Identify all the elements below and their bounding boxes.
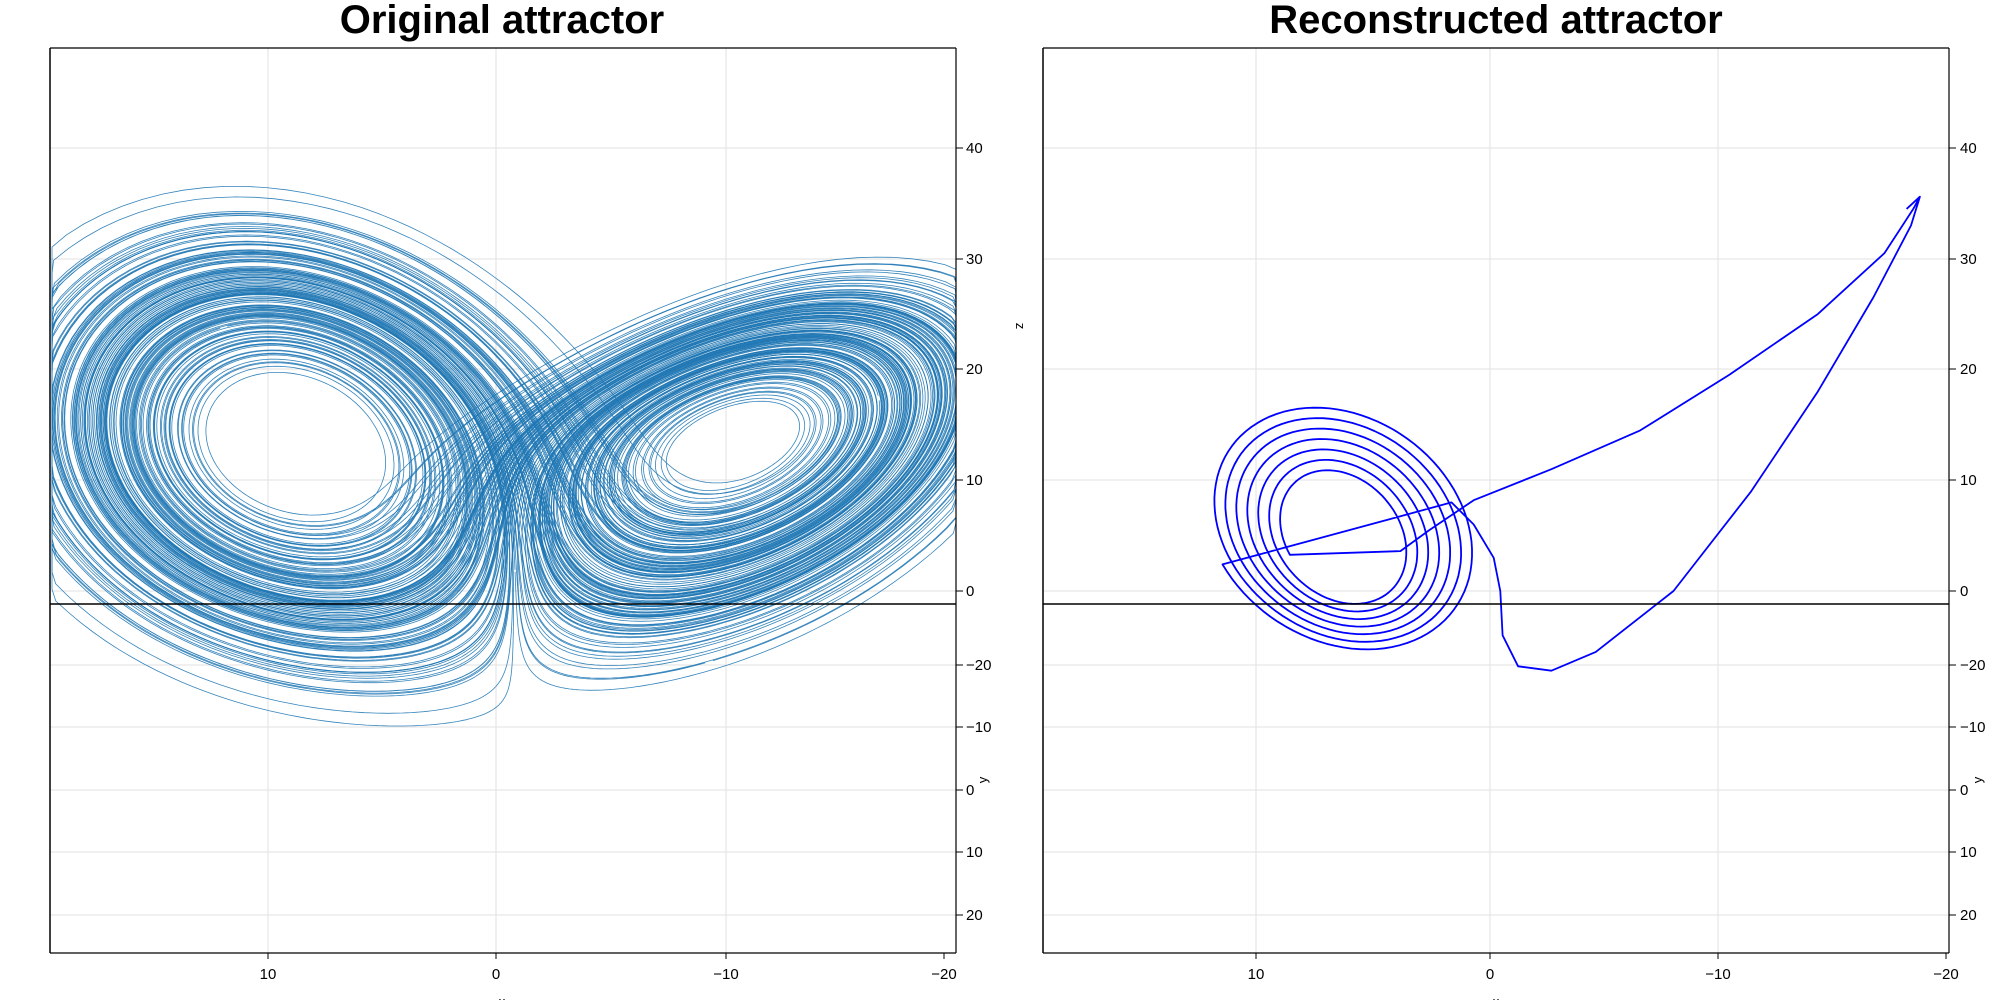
z-axis-label: z xyxy=(1013,323,1028,330)
series-reconstructed-trajectory xyxy=(1213,195,1921,672)
y-tick-label: 0 xyxy=(966,782,974,799)
y-tick-label: 0 xyxy=(1960,782,1968,799)
chart-title: Original attractor xyxy=(340,0,665,42)
grid xyxy=(1043,48,1949,953)
x-tick-label: −10 xyxy=(1705,966,1730,983)
z-tick-label: 30 xyxy=(966,251,983,268)
z-tick-label: 40 xyxy=(966,140,983,157)
y-tick-label: 20 xyxy=(966,907,983,924)
axes-frame xyxy=(49,47,963,959)
trajectory-segment xyxy=(51,241,957,670)
y-tick-label: 20 xyxy=(1960,907,1977,924)
x-axis-label: x xyxy=(499,994,506,1000)
z-tick-label: 20 xyxy=(1960,361,1977,378)
z-tick-labels: 40 30 20 10 0 xyxy=(1960,140,1977,600)
x-tick-label: −20 xyxy=(931,966,956,983)
y-tick-labels: −20 −10 0 10 20 xyxy=(1960,657,1985,924)
y-axis-label: y xyxy=(1970,776,1985,783)
chart-title: Reconstructed attractor xyxy=(1269,0,1722,42)
z-tick-label: 0 xyxy=(1960,583,1968,600)
z-tick-label: 0 xyxy=(966,583,974,600)
z-tick-label: 30 xyxy=(1960,251,1977,268)
trajectory-segment xyxy=(51,210,957,697)
y-tick-label: 10 xyxy=(1960,844,1977,861)
y-tick-label: 10 xyxy=(966,844,983,861)
z-tick-label: 10 xyxy=(966,472,983,489)
x-axis-label: x xyxy=(1493,994,1500,1000)
x-tick-label: 0 xyxy=(492,966,500,983)
x-tick-label: −20 xyxy=(1933,966,1958,983)
z-tick-labels: 40 30 20 10 0 xyxy=(966,140,983,600)
chart-panel-original: Original attractor 10 0 −10 −20 40 30 20 10 0 −… xyxy=(49,0,1028,1000)
trajectory-segment xyxy=(51,186,957,727)
axes-frame xyxy=(1042,47,1956,959)
x-tick-label: −10 xyxy=(713,966,738,983)
y-tick-labels: −20 −10 0 10 20 xyxy=(966,657,991,924)
chart-panel-reconstructed: Reconstructed attractor 10 0 −10 −20 40 30 20… xyxy=(1042,0,1985,1000)
y-tick-label: −20 xyxy=(966,657,991,674)
y-tick-label: −20 xyxy=(1960,657,1985,674)
x-tick-labels: 10 0 −10 −20 xyxy=(1248,966,1959,983)
x-tick-label: 10 xyxy=(1248,966,1265,983)
y-tick-label: −10 xyxy=(966,719,991,736)
trajectory-line xyxy=(1213,195,1921,672)
grid xyxy=(50,48,956,953)
z-tick-label: 40 xyxy=(1960,140,1977,157)
x-tick-label: 0 xyxy=(1486,966,1494,983)
z-tick-label: 20 xyxy=(966,361,983,378)
z-tick-label: 10 xyxy=(1960,472,1977,489)
y-axis-label: y xyxy=(975,776,990,783)
y-tick-label: −10 xyxy=(1960,719,1985,736)
trajectory-segment xyxy=(51,231,957,673)
x-tick-labels: 10 0 −10 −20 xyxy=(260,966,957,983)
x-tick-label: 10 xyxy=(260,966,277,983)
